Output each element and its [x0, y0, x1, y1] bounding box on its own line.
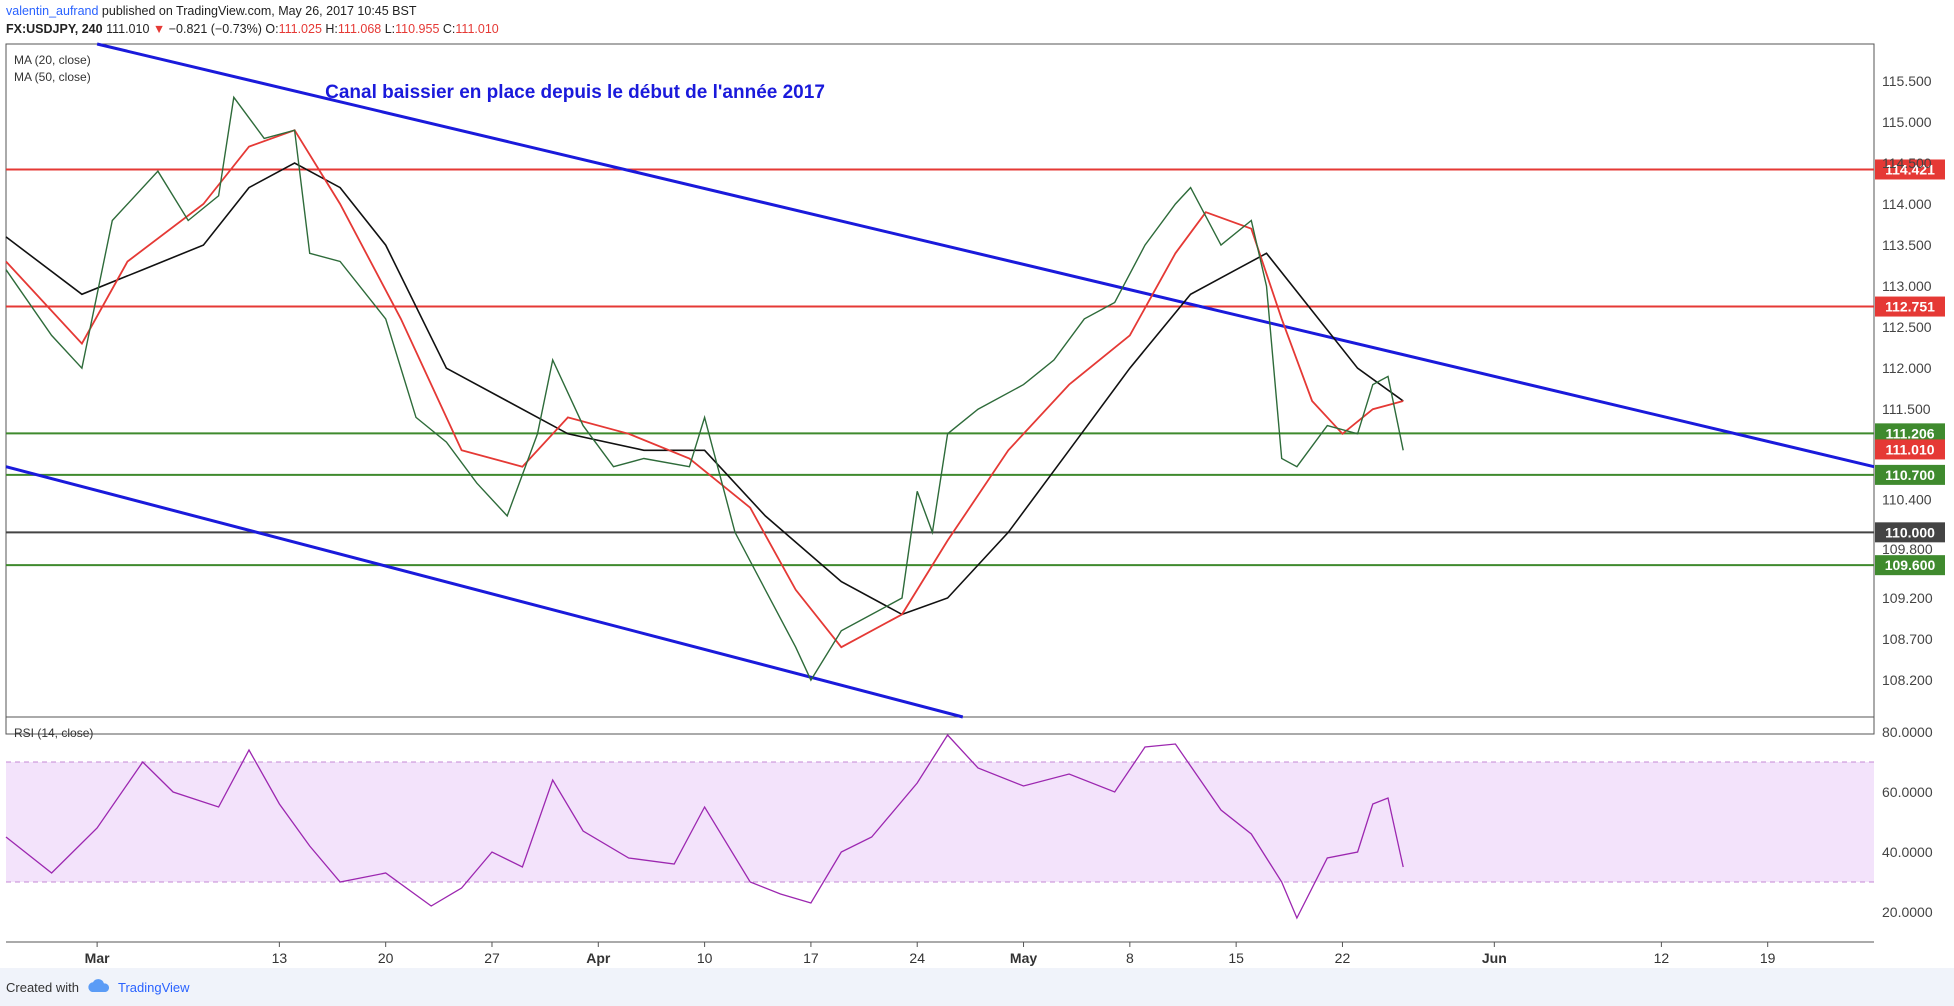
- rsi-line: [5, 733, 1404, 920]
- level-price-label: 110.000: [1885, 524, 1935, 540]
- price-tick-label: 114.000: [1882, 196, 1932, 212]
- chart-annotation: Canal baissier en place depuis le début …: [325, 82, 825, 103]
- low-value: 110.955: [395, 22, 440, 36]
- time-tick-label: 22: [1335, 950, 1351, 966]
- tradingview-link[interactable]: TradingView: [118, 980, 190, 995]
- rsi-tick-label: 20.0000: [1882, 904, 1933, 920]
- price-tick-label: 110.400: [1882, 492, 1932, 508]
- time-tick-label: 20: [378, 950, 394, 966]
- time-tick-label: 19: [1760, 950, 1776, 966]
- level-price-badge: [1875, 296, 1945, 317]
- time-tick-label: Jun: [1482, 950, 1507, 966]
- time-tick-label: 15: [1228, 950, 1244, 966]
- low-label: L:: [384, 22, 396, 36]
- open-value: 111.025: [278, 22, 322, 36]
- price-tick-label: 112.500: [1882, 319, 1932, 335]
- level-price-badge: [1875, 159, 1945, 180]
- last-price-badge: [1875, 439, 1945, 460]
- ma50-legend: MA (50, close): [14, 70, 91, 84]
- level-price-label: 109.600: [1885, 557, 1936, 573]
- price-tick-label: 114.500: [1882, 155, 1932, 171]
- rsi-tick-label: 80.0000: [1882, 724, 1933, 740]
- time-tick-label: 10: [697, 950, 713, 966]
- price-tick-label: 113.500: [1882, 237, 1932, 253]
- axes: 115.500 115.000 114.500 114.000 113.500 113.0…: [85, 73, 1933, 966]
- price-line: [5, 95, 1404, 682]
- price-tick-label: 108.700: [1882, 631, 1933, 647]
- time-tick-label: 17: [803, 950, 819, 966]
- level-price-label: 110.700: [1885, 467, 1935, 483]
- footer-bar: Created with TradingView: [0, 968, 1954, 1006]
- level-price-badge: [1875, 423, 1945, 444]
- publish-info: valentin_aufrand published on TradingVie…: [6, 4, 416, 18]
- ma50-line: [5, 162, 1404, 616]
- level-price-badge: [1875, 464, 1945, 485]
- time-tick-label: 12: [1654, 950, 1670, 966]
- published-text: published on TradingView.com, May 26, 20…: [101, 4, 417, 18]
- chart-canvas[interactable]: 114.421 112.751 111.206 110.700 110.000 109.6…: [0, 40, 1954, 968]
- price-tick-label: 109.800: [1882, 541, 1933, 557]
- level-price-label: 112.751: [1885, 299, 1935, 315]
- last-price-label: 111.010: [1885, 441, 1934, 457]
- horizontal-levels: 114.421 112.751 111.206 110.700 110.000 109.6…: [6, 159, 1945, 576]
- ma20-line: [5, 129, 1404, 649]
- price-tick-label: 112.000: [1882, 360, 1932, 376]
- change-text: −0.821 (−0.73%): [168, 22, 262, 36]
- chart-header: valentin_aufrand published on TradingVie…: [0, 0, 1954, 40]
- rsi-legend: RSI (14, close): [14, 726, 93, 740]
- level-price-label: 111.206: [1885, 425, 1934, 441]
- symbol-info: FX:USDJPY, 240 111.010 ▼ −0.821 (−0.73%)…: [6, 22, 499, 36]
- price-tick-label: 109.200: [1882, 590, 1933, 606]
- high-label: H:: [325, 22, 338, 36]
- rsi-band: [6, 762, 1874, 882]
- time-tick-label: 27: [484, 950, 500, 966]
- time-tick-label: 13: [272, 950, 288, 966]
- high-value: 111.068: [337, 22, 382, 36]
- close-value: 111.010: [455, 22, 499, 36]
- ma20-legend: MA (20, close): [14, 53, 91, 67]
- price-tick-label: 113.000: [1882, 278, 1932, 294]
- created-with-text: Created with: [6, 980, 79, 995]
- time-tick-label: 8: [1126, 950, 1134, 966]
- rsi-pane: [5, 733, 1874, 920]
- level-price-badge: [1875, 522, 1945, 543]
- level-price-label: 114.421: [1885, 161, 1935, 177]
- time-tick-label: 24: [909, 950, 925, 966]
- last-price-text: 111.010: [106, 22, 150, 36]
- tradingview-cloud-icon: [88, 979, 110, 992]
- symbol-name[interactable]: FX:USDJPY, 240: [6, 22, 103, 36]
- price-tick-label: 111.500: [1882, 401, 1931, 417]
- open-label: O:: [265, 22, 279, 36]
- channel-trendline: [96, 42, 1875, 469]
- close-label: C:: [442, 22, 456, 36]
- time-tick-label: Apr: [586, 950, 611, 966]
- price-tick-label: 108.200: [1882, 672, 1933, 688]
- rsi-tick-label: 60.0000: [1882, 784, 1933, 800]
- channel-trendline: [5, 465, 964, 719]
- price-tick-label: 115.000: [1882, 114, 1932, 130]
- level-price-badge: [1875, 555, 1945, 576]
- time-tick-label: Mar: [85, 950, 110, 966]
- channel-trendlines: [5, 42, 1875, 719]
- plot-frame: [5, 43, 1875, 735]
- time-tick-label: May: [1010, 950, 1037, 966]
- rsi-tick-label: 40.0000: [1882, 844, 1933, 860]
- price-series: [5, 95, 1404, 682]
- author-link[interactable]: valentin_aufrand: [6, 4, 99, 18]
- price-tick-label: 115.500: [1882, 73, 1932, 89]
- change-down-icon: ▼: [152, 22, 166, 36]
